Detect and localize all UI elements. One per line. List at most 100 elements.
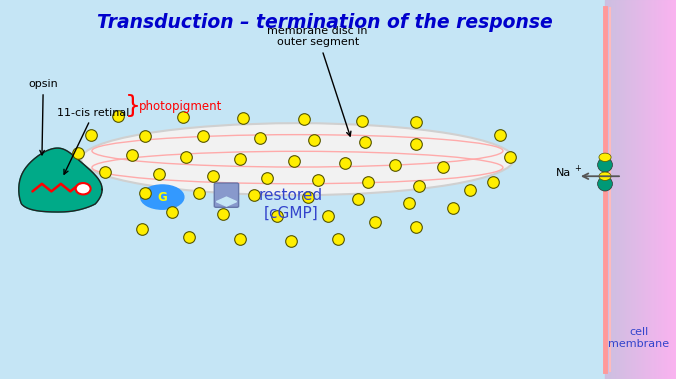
FancyBboxPatch shape xyxy=(214,183,239,207)
Point xyxy=(333,236,343,242)
Bar xyxy=(658,0,659,379)
Ellipse shape xyxy=(599,153,611,161)
Bar xyxy=(645,0,646,379)
Bar xyxy=(625,0,626,379)
Bar xyxy=(642,0,643,379)
Bar xyxy=(619,0,621,379)
Point xyxy=(72,150,83,157)
Point xyxy=(140,133,151,139)
Point xyxy=(285,238,296,244)
Bar xyxy=(668,0,669,379)
Bar xyxy=(643,0,644,379)
Text: Transduction – termination of the response: Transduction – termination of the respon… xyxy=(97,13,552,32)
Point xyxy=(495,132,506,138)
Text: +: + xyxy=(575,164,581,173)
Point xyxy=(262,175,272,181)
Point xyxy=(339,160,350,166)
Point xyxy=(410,141,421,147)
Point xyxy=(140,190,151,196)
Point xyxy=(322,213,333,219)
Bar xyxy=(650,0,651,379)
Point xyxy=(248,192,259,198)
Point xyxy=(126,152,137,158)
Bar xyxy=(624,0,625,379)
Point xyxy=(197,133,208,139)
Bar xyxy=(608,0,610,379)
Bar xyxy=(627,0,629,379)
Point xyxy=(302,194,313,200)
Text: opsin: opsin xyxy=(28,79,58,155)
Point xyxy=(299,116,310,122)
Bar xyxy=(629,0,630,379)
Bar xyxy=(657,0,658,379)
Bar xyxy=(664,0,665,379)
Polygon shape xyxy=(216,197,237,206)
Bar xyxy=(649,0,650,379)
Bar xyxy=(611,0,612,379)
Bar xyxy=(669,0,670,379)
Point xyxy=(113,113,124,119)
Bar xyxy=(610,0,611,379)
Bar xyxy=(660,0,662,379)
Text: G: G xyxy=(158,191,167,204)
Bar xyxy=(623,0,624,379)
Bar xyxy=(612,0,613,379)
Point xyxy=(360,139,370,145)
Bar xyxy=(630,0,631,379)
Bar xyxy=(641,0,642,379)
Point xyxy=(390,162,401,168)
Point xyxy=(437,164,448,170)
Bar xyxy=(632,0,633,379)
Bar xyxy=(638,0,639,379)
Bar xyxy=(667,0,668,379)
Text: membrane disc in
outer segment: membrane disc in outer segment xyxy=(268,26,368,136)
Point xyxy=(153,171,164,177)
Bar xyxy=(616,0,617,379)
Polygon shape xyxy=(19,148,102,212)
Bar xyxy=(626,0,627,379)
Bar xyxy=(613,0,614,379)
Bar xyxy=(662,0,663,379)
Point xyxy=(86,132,97,138)
Point xyxy=(309,137,320,143)
Point xyxy=(255,135,266,141)
Bar xyxy=(648,0,649,379)
Text: photopigment: photopigment xyxy=(139,100,222,113)
Bar xyxy=(606,0,608,379)
Bar xyxy=(635,0,637,379)
Point xyxy=(180,154,191,160)
Bar xyxy=(607,0,608,379)
Point xyxy=(410,224,421,230)
Bar xyxy=(637,0,638,379)
Ellipse shape xyxy=(598,177,612,191)
Point xyxy=(238,115,249,121)
Point xyxy=(289,158,299,164)
Bar xyxy=(621,0,622,379)
Point xyxy=(194,190,205,196)
Ellipse shape xyxy=(76,183,91,194)
Point xyxy=(370,219,381,225)
Text: cell
membrane: cell membrane xyxy=(608,327,669,349)
Circle shape xyxy=(141,185,184,209)
Point xyxy=(356,117,367,124)
Text: restored
[cGMP]: restored [cGMP] xyxy=(259,188,322,221)
Point xyxy=(464,186,475,193)
Bar xyxy=(675,0,676,379)
Point xyxy=(235,156,245,162)
Point xyxy=(184,234,195,240)
Point xyxy=(448,205,458,211)
Point xyxy=(167,209,178,215)
Ellipse shape xyxy=(599,172,611,180)
Bar xyxy=(633,0,635,379)
Ellipse shape xyxy=(598,158,612,172)
Point xyxy=(99,169,110,175)
Point xyxy=(488,179,499,185)
Point xyxy=(404,200,414,206)
Bar xyxy=(644,0,645,379)
Bar xyxy=(665,0,667,379)
Point xyxy=(137,226,147,232)
Point xyxy=(363,179,374,185)
Point xyxy=(505,154,516,160)
Bar xyxy=(605,0,606,379)
Point xyxy=(414,183,425,189)
